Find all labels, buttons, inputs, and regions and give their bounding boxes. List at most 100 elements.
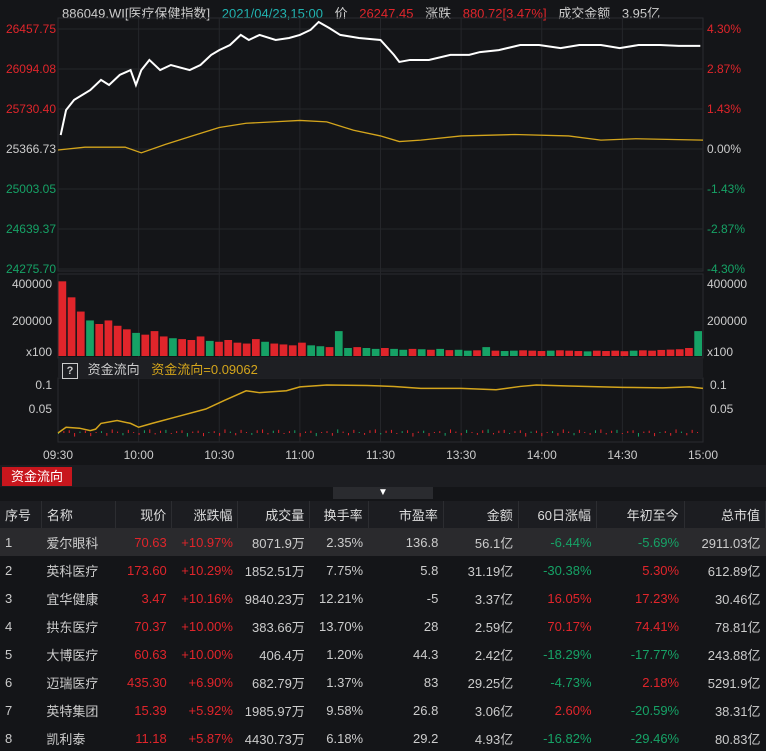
flow-bar: [262, 429, 264, 433]
tab-fund-flow[interactable]: 资金流向: [2, 467, 73, 486]
flow-bar: [557, 433, 559, 436]
help-icon[interactable]: ?: [62, 363, 78, 379]
volume-bar: [205, 340, 214, 356]
volume-tick: x100: [25, 345, 52, 359]
flow-bar: [111, 429, 113, 433]
table-row[interactable]: 7 英特集团 15.39 +5.92% 1985.97万 9.58% 26.8 3.06亿 2.…: [0, 696, 766, 724]
volume-bar: [196, 336, 205, 356]
cell-7: 31.19亿: [467, 563, 514, 579]
fund-flow-bar: ? 资金流向 资金流向=0.09062: [58, 359, 703, 379]
cell-6: 29.2: [413, 730, 439, 746]
flow-bar: [423, 430, 425, 433]
flow-bar: [487, 429, 489, 433]
column-header[interactable]: 总市值: [684, 501, 766, 528]
volume-bar: [123, 329, 131, 356]
volume-bar: [104, 320, 113, 356]
cell-1: 凯利泰: [46, 731, 86, 747]
flow-bar: [369, 430, 371, 433]
cell-7: 2.59亿: [474, 619, 514, 635]
flow-bar: [364, 433, 366, 435]
table-row[interactable]: 6 迈瑞医疗 435.30 +6.90% 682.79万 1.37% 83 29.25亿 -4.…: [0, 668, 766, 696]
volume-bar: [657, 349, 666, 356]
flow-bar: [100, 431, 102, 433]
flow-bar: [509, 433, 511, 434]
volume-bar: [685, 348, 693, 356]
flow-bar: [637, 433, 639, 437]
tab-bar: 资金流向: [0, 465, 766, 487]
cell-2: 70.37: [134, 618, 167, 634]
cell-3: +10.16%: [181, 590, 233, 606]
flow-bar: [127, 429, 129, 433]
volume-bar: [169, 338, 177, 356]
flow-bar: [417, 431, 419, 433]
cell-0: 4: [5, 618, 13, 634]
price-tick: 26457.75: [5, 22, 56, 36]
flow-bar: [401, 431, 403, 433]
flow-bar: [358, 432, 360, 433]
column-header[interactable]: 市盈率: [368, 501, 444, 528]
pct-tick: 0.00%: [707, 142, 742, 156]
volume-bar: [187, 340, 196, 356]
table-row[interactable]: 3 宜华健康 3.47 +10.16% 9840.23万 12.21% -5 3.37亿 16.…: [0, 584, 766, 612]
volume-bar: [427, 349, 435, 356]
column-header[interactable]: 现价: [115, 501, 173, 528]
flow-bar: [326, 431, 328, 433]
cell-10: 78.81亿: [714, 619, 761, 635]
table-row[interactable]: 1 爱尔眼科 70.63 +10.97% 8071.9万 2.35% 136.8 56.1亿 -…: [0, 528, 766, 556]
table-row[interactable]: 4 拱东医疗 70.37 +10.00% 383.66万 13.70% 28 2.59亿 70.…: [0, 612, 766, 640]
cell-1: 宜华健康: [46, 591, 99, 607]
volume-bar: [510, 350, 518, 356]
table-row[interactable]: 5 大博医疗 60.63 +10.00% 406.4万 1.20% 44.3 2.42亿 -18…: [0, 640, 766, 668]
cell-2: 173.60: [127, 562, 167, 578]
table-row[interactable]: 8 凯利泰 11.18 +5.87% 4430.73万 6.18% 29.2 4.93亿 -16…: [0, 724, 766, 751]
volume-bar: [500, 351, 509, 356]
flow-bar: [310, 430, 312, 433]
volume-bar: [215, 341, 223, 356]
volume-bar: [417, 349, 426, 356]
cell-3: +6.90%: [188, 674, 233, 690]
time-tick: 11:30: [365, 448, 396, 462]
column-header[interactable]: 涨跌幅: [171, 501, 239, 528]
flow-bar: [680, 431, 682, 433]
cell-1: 爱尔眼科: [41, 528, 116, 556]
cell-1: 英科医疗: [46, 563, 99, 579]
flow-bar: [186, 433, 188, 437]
volume-bar: [113, 325, 122, 356]
table-row[interactable]: 2 英科医疗 173.60 +10.29% 1852.51万 7.75% 5.8 31.19亿…: [0, 556, 766, 584]
cell-10: 612.89亿: [707, 563, 761, 579]
volume-bar: [436, 348, 444, 356]
cell-5: 6.18%: [326, 730, 364, 746]
cell-1: 大博医疗: [46, 647, 99, 663]
flow-bar: [245, 432, 247, 433]
volume-bar: [132, 332, 140, 356]
intraday-chart[interactable]: [0, 0, 766, 465]
column-header[interactable]: 换手率: [309, 501, 369, 528]
volume-bar: [242, 343, 251, 356]
cell-10: 243.88亿: [707, 647, 761, 663]
column-header[interactable]: 金额: [443, 501, 519, 528]
volume-bar: [316, 346, 325, 356]
cell-3: +5.92%: [188, 702, 233, 718]
column-header[interactable]: 名称: [41, 501, 116, 528]
collapse-toggle[interactable]: ▼: [333, 487, 433, 499]
flow-bar: [600, 429, 602, 433]
flow-bar: [519, 430, 521, 433]
flow-bar: [627, 431, 629, 433]
volume-bar: [178, 339, 186, 356]
flow-bar: [219, 433, 221, 436]
volume-bar: [76, 311, 85, 356]
avg-price-line: [57, 119, 704, 154]
volume-bar: [675, 349, 684, 356]
flow-bar: [117, 431, 119, 433]
cell-8: 16.05%: [547, 590, 592, 606]
flow-bar: [240, 429, 242, 433]
column-header[interactable]: 60日涨幅: [518, 501, 598, 528]
volume-bar: [482, 347, 491, 356]
cell-9: 5.30%: [642, 562, 680, 578]
column-header[interactable]: 成交量: [237, 501, 311, 528]
cell-5: 2.35%: [309, 528, 369, 556]
volume-tick: 200000: [11, 314, 52, 328]
column-header[interactable]: 序号: [0, 501, 42, 528]
cell-2: 60.63: [134, 646, 167, 662]
column-header[interactable]: 年初至今: [596, 501, 685, 528]
